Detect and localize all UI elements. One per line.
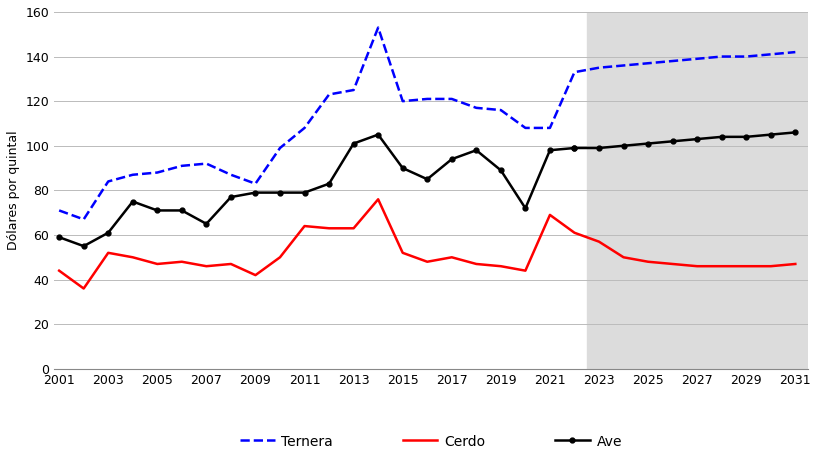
Cerdo (299, 223, 309, 229)
Ternera (324, 92, 333, 97)
Ternera (226, 172, 236, 177)
Ternera (373, 25, 382, 30)
Ave (790, 130, 799, 135)
Cerdo (152, 261, 162, 267)
Ternera (274, 145, 284, 151)
Ternera (251, 181, 260, 186)
Cerdo (446, 254, 456, 260)
Cerdo (471, 261, 481, 267)
Cerdo (324, 225, 333, 231)
Line: Cerdo: Cerdo (59, 199, 794, 289)
Ternera (520, 125, 530, 130)
Ternera (716, 54, 726, 59)
Cerdo (569, 230, 579, 236)
Cerdo (54, 268, 64, 273)
Ternera (299, 125, 309, 130)
Ternera (618, 63, 627, 68)
Ternera (471, 105, 481, 111)
Ternera (422, 96, 432, 102)
Ave (765, 132, 775, 137)
Cerdo (397, 250, 407, 255)
Ternera (545, 125, 554, 130)
Ternera (495, 107, 505, 113)
Bar (586, 12, 807, 369)
Ternera (103, 179, 113, 184)
Cerdo (177, 259, 187, 265)
Ternera (790, 49, 799, 55)
Cerdo (79, 286, 88, 291)
Legend: Ternera, Cerdo, Ave: Ternera, Cerdo, Ave (234, 429, 627, 455)
Cerdo (274, 254, 284, 260)
Cerdo (716, 263, 726, 269)
Cerdo (422, 259, 432, 265)
Ternera (765, 52, 775, 57)
Cerdo (495, 263, 505, 269)
Cerdo (765, 263, 775, 269)
Cerdo (618, 254, 627, 260)
Y-axis label: Dólares por quintal: Dólares por quintal (7, 130, 20, 250)
Ternera (54, 207, 64, 213)
Cerdo (691, 263, 701, 269)
Ave (569, 145, 579, 151)
Line: Ave: Ave (572, 130, 797, 150)
Cerdo (226, 261, 236, 267)
Cerdo (545, 212, 554, 218)
Ternera (667, 58, 676, 64)
Cerdo (251, 272, 260, 278)
Ternera (128, 172, 138, 177)
Ave (740, 134, 750, 140)
Ternera (740, 54, 750, 59)
Ternera (569, 70, 579, 75)
Line: Ternera: Ternera (59, 28, 794, 219)
Ave (716, 134, 726, 140)
Ternera (446, 96, 456, 102)
Cerdo (667, 261, 676, 267)
Ternera (79, 217, 88, 222)
Cerdo (520, 268, 530, 273)
Ave (667, 139, 676, 144)
Ave (691, 136, 701, 142)
Cerdo (128, 254, 138, 260)
Ternera (691, 56, 701, 62)
Cerdo (373, 196, 382, 202)
Ternera (201, 161, 211, 166)
Cerdo (740, 263, 750, 269)
Ternera (397, 98, 407, 104)
Cerdo (790, 261, 799, 267)
Ternera (177, 163, 187, 169)
Ave (618, 143, 627, 148)
Cerdo (593, 239, 603, 244)
Cerdo (201, 263, 211, 269)
Ternera (348, 87, 358, 93)
Ternera (152, 170, 162, 175)
Cerdo (642, 259, 652, 265)
Ave (593, 145, 603, 151)
Cerdo (103, 250, 113, 255)
Ternera (593, 65, 603, 71)
Ave (642, 141, 652, 146)
Cerdo (348, 225, 358, 231)
Ternera (642, 60, 652, 66)
